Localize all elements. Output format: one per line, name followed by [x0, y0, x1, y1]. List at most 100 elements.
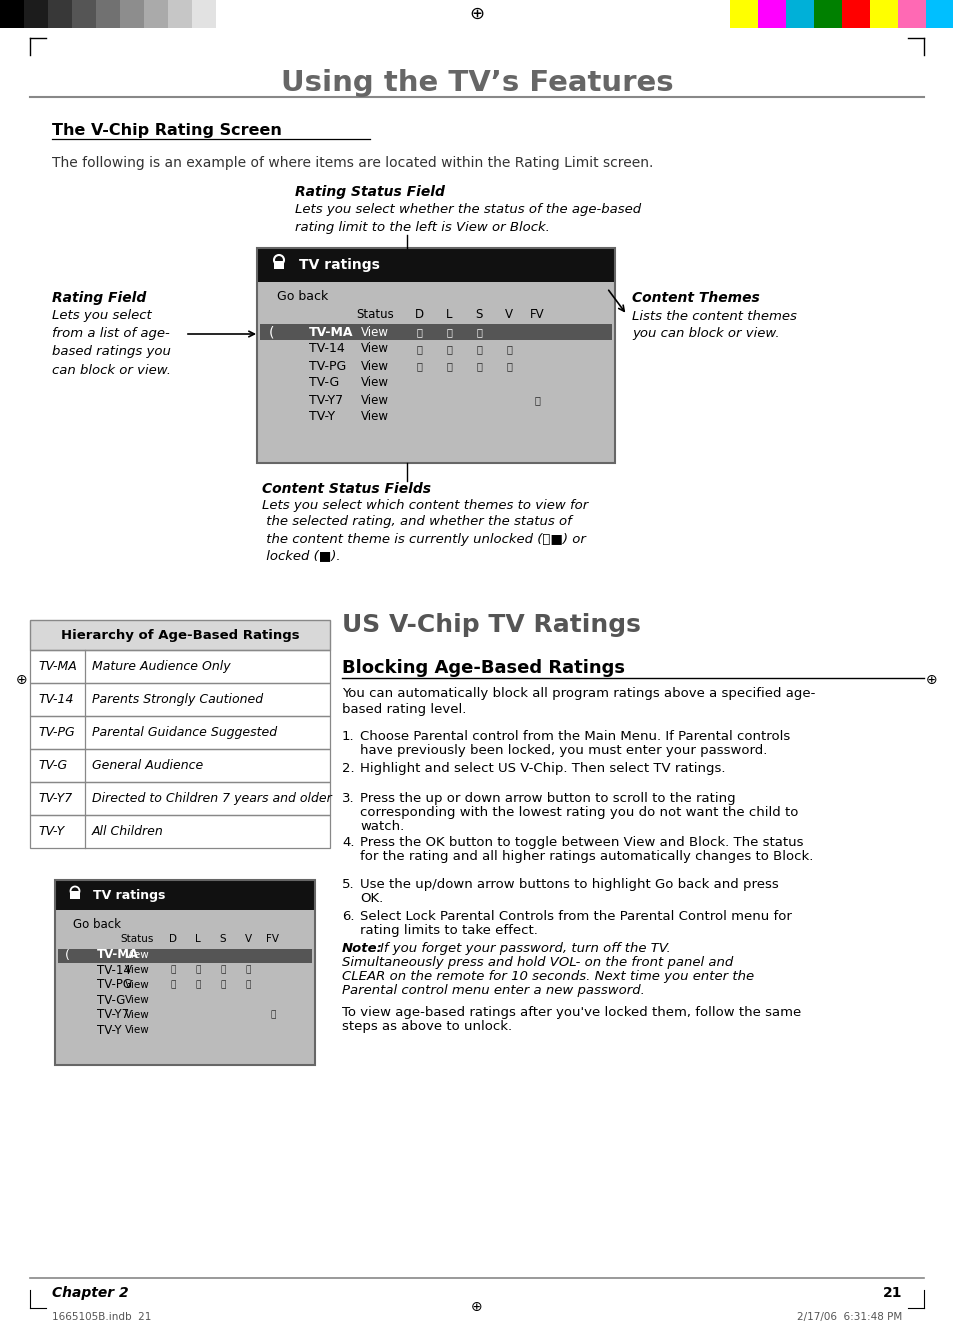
Text: Chapter 2: Chapter 2 — [52, 1286, 129, 1300]
Text: steps as above to unlock.: steps as above to unlock. — [341, 1019, 512, 1033]
Text: FV: FV — [529, 307, 544, 320]
Bar — [55, 880, 314, 910]
Text: Lets you select: Lets you select — [52, 310, 152, 323]
Bar — [144, 0, 168, 28]
Bar — [841, 0, 869, 28]
Text: 🔒: 🔒 — [416, 344, 421, 354]
Text: Content Themes: Content Themes — [631, 291, 759, 305]
Text: 🔒: 🔒 — [476, 344, 481, 354]
Bar — [30, 749, 330, 782]
Text: Lets you select which content themes to view for: Lets you select which content themes to … — [262, 499, 588, 511]
Text: TV-PG: TV-PG — [97, 978, 132, 992]
Bar — [260, 324, 612, 340]
Text: Directed to Children 7 years and older: Directed to Children 7 years and older — [91, 792, 332, 805]
Text: Status: Status — [120, 933, 153, 944]
Text: 1.: 1. — [341, 730, 355, 743]
Text: TV-Y7: TV-Y7 — [97, 1009, 129, 1022]
Bar — [869, 0, 897, 28]
Text: View: View — [360, 326, 389, 339]
Text: Parents Strongly Cautioned: Parents Strongly Cautioned — [91, 692, 263, 706]
Bar — [120, 0, 144, 28]
Text: 🔒: 🔒 — [446, 361, 452, 371]
Text: Parental Guidance Suggested: Parental Guidance Suggested — [91, 726, 276, 739]
Text: TV-G: TV-G — [309, 376, 339, 389]
Bar — [256, 282, 615, 463]
Text: TV-MA: TV-MA — [38, 659, 76, 673]
Text: 🔒: 🔒 — [505, 361, 512, 371]
Text: If you forget your password, turn off the TV.: If you forget your password, turn off th… — [379, 941, 670, 955]
Bar — [71, 0, 96, 28]
Bar — [0, 0, 24, 28]
Text: The following is an example of where items are located within the Rating Limit s: The following is an example of where ite… — [52, 156, 653, 169]
Text: View: View — [360, 410, 389, 424]
Text: TV-MA: TV-MA — [97, 948, 139, 961]
Text: 21: 21 — [882, 1286, 901, 1300]
Text: watch.: watch. — [359, 820, 404, 833]
Text: TV-14: TV-14 — [97, 964, 131, 977]
Text: TV-PG: TV-PG — [309, 360, 346, 372]
Text: ⊕: ⊕ — [925, 673, 937, 687]
Bar — [70, 891, 80, 899]
Bar — [925, 0, 953, 28]
Bar — [96, 0, 120, 28]
Text: D: D — [414, 307, 423, 320]
Text: Hierarchy of Age-Based Ratings: Hierarchy of Age-Based Ratings — [61, 629, 299, 642]
Bar — [58, 949, 312, 963]
Text: 🔒: 🔒 — [245, 965, 251, 974]
Text: D: D — [169, 933, 177, 944]
Text: 🔒: 🔒 — [416, 361, 421, 371]
Text: Lets you select whether the status of the age-based: Lets you select whether the status of th… — [294, 204, 640, 217]
Text: TV-Y7: TV-Y7 — [38, 792, 72, 805]
Text: Simultaneously press and hold VOL- on the front panel and: Simultaneously press and hold VOL- on th… — [341, 956, 733, 969]
Text: Press the OK button to toggle between View and Block. The status: Press the OK button to toggle between Vi… — [359, 835, 802, 849]
Text: The V-Chip Rating Screen: The V-Chip Rating Screen — [52, 123, 281, 138]
Bar — [813, 0, 841, 28]
Bar — [758, 0, 785, 28]
Text: View: View — [360, 343, 389, 356]
Text: You can automatically block all program ratings above a specified age-: You can automatically block all program … — [341, 687, 815, 700]
Text: (: ( — [65, 948, 70, 961]
Text: ⊕: ⊕ — [469, 5, 484, 23]
Text: OK.: OK. — [359, 892, 383, 906]
Text: 🔒: 🔒 — [534, 395, 539, 405]
Text: you can block or view.: you can block or view. — [631, 327, 779, 340]
Bar — [192, 0, 215, 28]
Text: Note:: Note: — [341, 941, 382, 955]
Text: based rating level.: based rating level. — [341, 703, 466, 716]
Text: Blocking Age-Based Ratings: Blocking Age-Based Ratings — [341, 659, 624, 677]
Text: TV-G: TV-G — [97, 993, 125, 1006]
Text: 🔓: 🔓 — [446, 327, 452, 338]
Bar — [30, 816, 330, 847]
Text: All Children: All Children — [91, 825, 164, 838]
Text: corresponding with the lowest rating you do not want the child to: corresponding with the lowest rating you… — [359, 806, 798, 820]
Text: from a list of age-: from a list of age- — [52, 327, 170, 340]
Bar — [785, 0, 813, 28]
Text: Use the up/down arrow buttons to highlight Go back and press: Use the up/down arrow buttons to highlig… — [359, 878, 778, 891]
Text: TV-G: TV-G — [38, 759, 67, 772]
Text: TV ratings: TV ratings — [298, 258, 379, 271]
Bar — [30, 782, 330, 816]
Bar — [256, 248, 615, 463]
Text: View: View — [125, 996, 150, 1005]
Text: CLEAR on the remote for 10 seconds. Next time you enter the: CLEAR on the remote for 10 seconds. Next… — [341, 970, 753, 982]
Text: Go back: Go back — [276, 290, 328, 302]
Text: TV-14: TV-14 — [38, 692, 73, 706]
Text: the content theme is currently unlocked (Ⓛ■) or: the content theme is currently unlocked … — [262, 532, 585, 545]
Bar — [48, 0, 71, 28]
Text: 🔓: 🔓 — [476, 327, 481, 338]
Text: 6.: 6. — [341, 910, 355, 923]
Text: FV: FV — [266, 933, 279, 944]
Text: 🔒: 🔒 — [195, 965, 200, 974]
Text: TV-14: TV-14 — [309, 343, 344, 356]
Text: TV-Y: TV-Y — [38, 825, 64, 838]
Text: L: L — [445, 307, 452, 320]
Text: To view age-based ratings after you've locked them, follow the same: To view age-based ratings after you've l… — [341, 1006, 801, 1019]
Bar — [24, 0, 48, 28]
Bar — [274, 261, 284, 269]
Text: 2/17/06  6:31:48 PM: 2/17/06 6:31:48 PM — [796, 1312, 901, 1321]
Text: 🔒: 🔒 — [476, 361, 481, 371]
Text: S: S — [219, 933, 226, 944]
Text: TV-Y: TV-Y — [309, 410, 335, 424]
Text: Select Lock Parental Controls from the Parental Control menu for: Select Lock Parental Controls from the P… — [359, 910, 791, 923]
Bar — [30, 650, 330, 683]
